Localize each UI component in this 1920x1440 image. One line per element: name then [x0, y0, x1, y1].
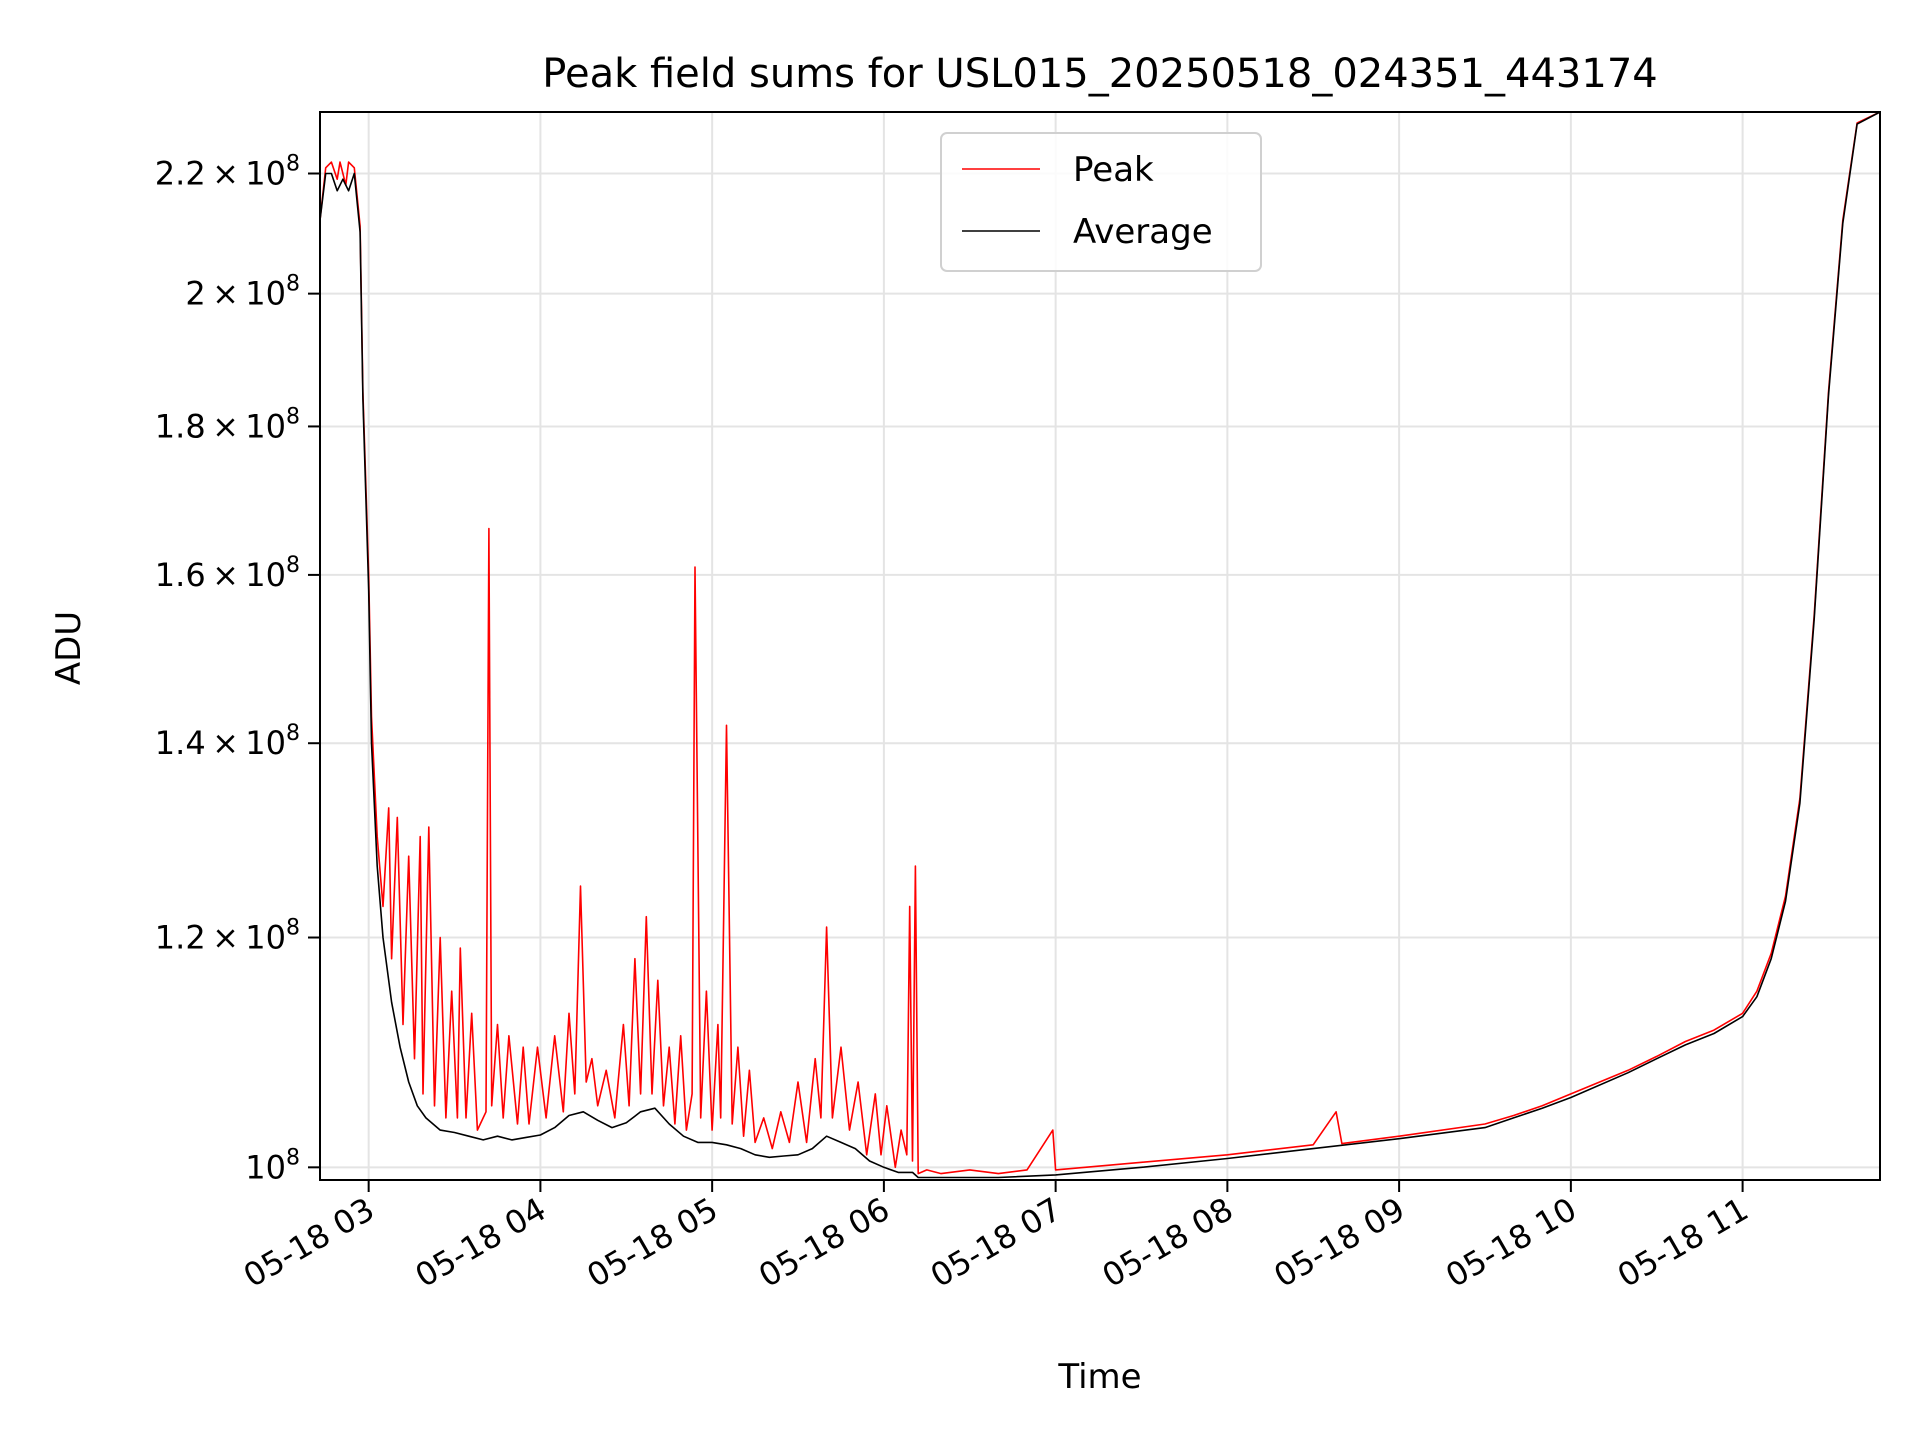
series-line-average — [319, 111, 1881, 1179]
series-line-peak — [319, 111, 1881, 1175]
legend-label-peak: Peak — [1073, 150, 1154, 190]
y-tick-label: 1.4 × 108 — [155, 721, 300, 762]
series-layer — [319, 111, 1881, 1179]
legend-label-average: Average — [1073, 212, 1213, 252]
legend: Peak Average — [940, 132, 1262, 272]
y-tick-label: 2.2 × 108 — [155, 151, 300, 192]
legend-box — [940, 132, 1262, 272]
x-axis-label: Time — [1057, 1357, 1141, 1397]
y-tick-label: 1.6 × 108 — [155, 553, 300, 594]
y-tick-label: 2 × 108 — [185, 272, 300, 313]
y-axis-label: ADU — [49, 611, 89, 685]
plot-frame — [319, 111, 1881, 1181]
chart-title: Peak field sums for USL015_20250518_0243… — [542, 51, 1657, 97]
y-tick-label: 108 — [245, 1145, 300, 1186]
y-tick-label: 1.8 × 108 — [155, 404, 300, 445]
grid — [320, 112, 1880, 1180]
y-tick-label: 1.2 × 108 — [155, 916, 300, 957]
